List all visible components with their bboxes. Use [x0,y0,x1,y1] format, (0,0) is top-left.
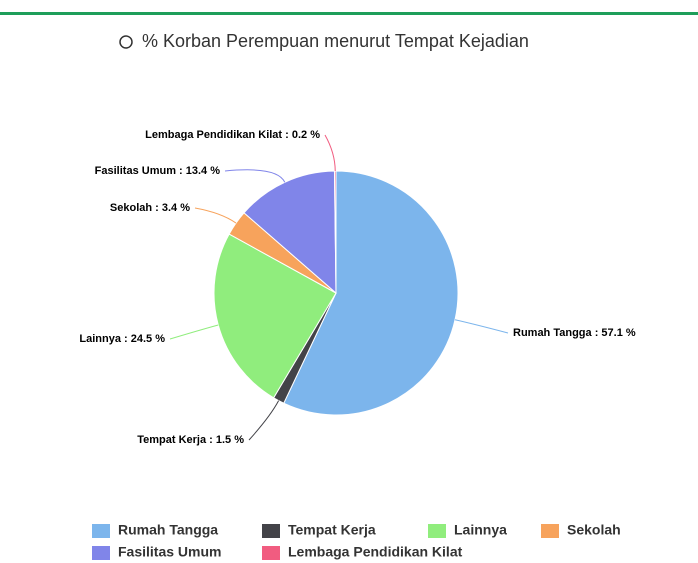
legend-label: Lainnya [454,522,507,538]
leader-line [224,169,286,183]
pie-slice [243,170,337,295]
data-label: Tempat Kerja : 1.5 % [137,434,244,446]
legend-label: Rumah Tangga [118,522,218,538]
pie-slice [333,170,337,294]
legend-swatch [428,524,446,538]
data-label: Lembaga Pendidikan Kilat : 0.2 % [145,129,320,141]
legend-label: Lembaga Pendidikan Kilat [288,544,463,560]
data-label: Lainnya : 24.5 % [79,333,165,345]
leader-line [324,134,336,172]
leader-line [454,319,509,334]
leader-line [194,207,237,224]
pie-slice [213,233,337,399]
legend-swatch [262,524,280,538]
legend-label: Fasilitas Umum [118,544,221,560]
legend-label: Tempat Kerja [288,522,376,538]
data-label: Rumah Tangga : 57.1 % [513,327,636,339]
legend-swatch [262,546,280,560]
chart-title: % Korban Perempuan menurut Tempat Kejadi… [142,31,529,51]
top-border [0,12,698,15]
title-icon [119,35,133,49]
legend-swatch [92,546,110,560]
leader-line [248,400,280,441]
legend-swatch [92,524,110,538]
leader-line [169,324,219,340]
data-label: Fasilitas Umum : 13.4 % [95,165,221,177]
legend-label: Sekolah [567,522,621,538]
data-label: Sekolah : 3.4 % [110,202,190,214]
legend-swatch [541,524,559,538]
